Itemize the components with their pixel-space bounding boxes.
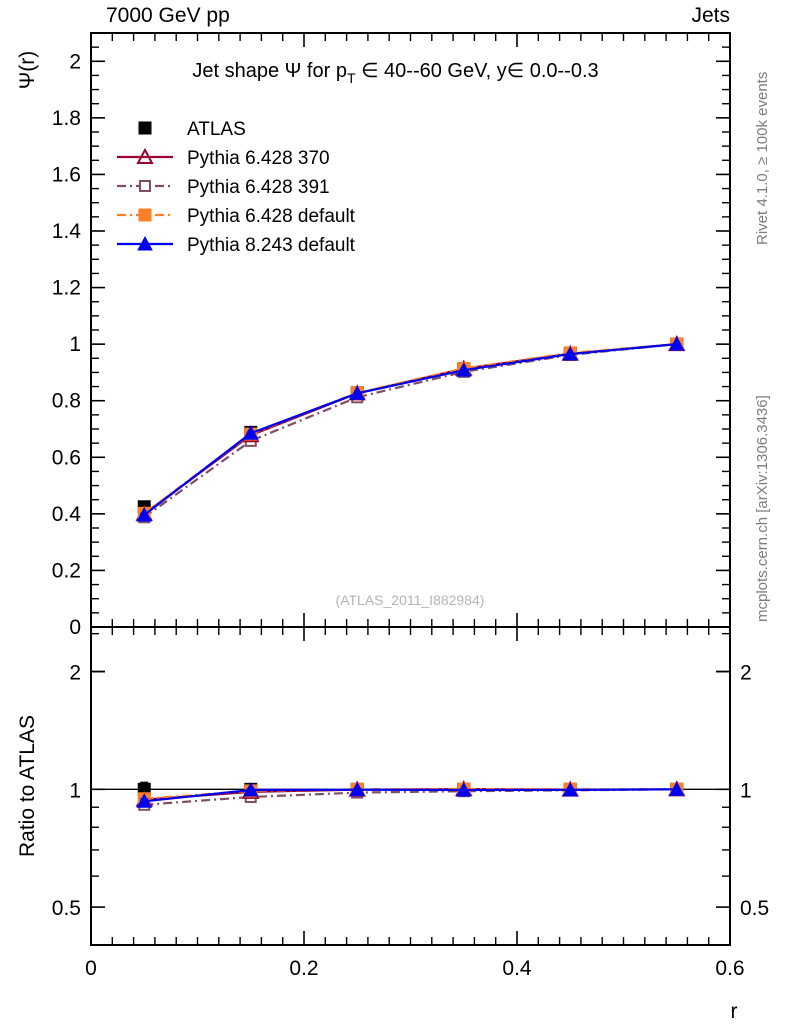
legend-label: ATLAS xyxy=(187,119,246,140)
data-point xyxy=(455,781,472,797)
ratio-panel-frame xyxy=(90,626,731,946)
legend-label: Pythia 6.428 391 xyxy=(187,177,330,198)
series-line xyxy=(144,788,677,803)
side-label-rivet: Rivet 4.1.0, ≥ 100k events xyxy=(754,72,771,245)
legend-item-0[interactable]: ATLAS xyxy=(138,119,246,140)
series-line xyxy=(143,343,677,516)
y-tick-label-main: 2 xyxy=(69,50,81,73)
data-point xyxy=(562,781,579,797)
y-tick-label-main: 0.2 xyxy=(52,559,81,582)
header-right: Jets xyxy=(691,4,730,27)
y-tick-label-main: 0.6 xyxy=(52,446,81,469)
legend-marker xyxy=(136,147,154,164)
y-tick-label-main: 1.2 xyxy=(52,277,81,300)
series-main-pythia-6-428-370 xyxy=(135,335,686,521)
x-tick-label: 0.2 xyxy=(289,957,318,980)
data-point xyxy=(349,385,366,400)
data-point xyxy=(136,793,153,808)
legend-marker xyxy=(139,180,151,192)
legend-marker xyxy=(137,235,153,251)
data-point xyxy=(136,506,153,522)
y-tick-label-main: 0 xyxy=(69,616,81,639)
y-tick-label-ratio-right: 1 xyxy=(740,779,752,802)
data-point xyxy=(242,781,259,797)
data-point xyxy=(562,345,579,361)
data-point xyxy=(349,781,366,797)
legend-marker xyxy=(138,208,152,222)
legend-label: Pythia 8.243 default xyxy=(187,235,356,256)
series-line xyxy=(143,343,677,515)
side-label-mcplots: mcplots.cern.ch [arXiv:1306.3436] xyxy=(754,395,771,622)
y-tick-label-main: 1.8 xyxy=(52,107,81,130)
series-line xyxy=(144,788,677,806)
y-tick-label-ratio-right: 0.5 xyxy=(740,897,769,920)
legend-marker xyxy=(138,121,152,135)
y-tick-label-ratio: 2 xyxy=(69,662,81,685)
y-tick-label-main: 1 xyxy=(69,333,81,356)
y-tick-label-ratio: 0.5 xyxy=(52,897,81,920)
y-tick-label-main: 0.4 xyxy=(52,503,82,526)
x-tick-label: 0.6 xyxy=(715,957,744,980)
x-axis-label: r xyxy=(731,1000,738,1023)
series-line xyxy=(143,343,677,519)
data-point xyxy=(668,781,685,796)
series-line xyxy=(143,343,677,515)
legend-label: Pythia 6.428 default xyxy=(187,206,356,227)
y-tick-label-ratio: 1 xyxy=(69,779,81,802)
series-main-pythia-8-243-default xyxy=(136,336,685,522)
y-tick-label-ratio-right: 2 xyxy=(740,662,752,685)
data-point xyxy=(668,336,685,351)
header-left: 7000 GeV pp xyxy=(106,4,230,27)
y-tick-label-main: 0.8 xyxy=(52,390,81,413)
series-main-atlas xyxy=(137,337,684,514)
legend-item-4[interactable]: Pythia 8.243 default xyxy=(117,235,356,256)
y-axis-label-main: Ψ(r) xyxy=(16,51,39,90)
legend-item-3[interactable]: Pythia 6.428 default xyxy=(117,206,356,227)
legend-label: Pythia 6.428 370 xyxy=(187,148,330,169)
x-tick-label: 0 xyxy=(85,957,97,980)
x-tick-label: 0.4 xyxy=(502,957,532,980)
legend-item-2[interactable]: Pythia 6.428 391 xyxy=(117,177,330,198)
y-tick-label-main: 1.4 xyxy=(52,220,82,243)
chart-title: Jet shape Ψ for pT ∈ 40--60 GeV, y∈ 0.0-… xyxy=(192,60,598,86)
y-axis-label-ratio: Ratio to ATLAS xyxy=(16,715,39,857)
series-ratio-pythia-8-243-default xyxy=(136,781,685,808)
y-tick-label-main: 1.6 xyxy=(52,163,81,186)
series-main-pythia-6-428-391 xyxy=(138,338,683,524)
data-point xyxy=(455,362,472,377)
data-point xyxy=(242,425,259,440)
series-main-pythia-6-428-default xyxy=(137,337,684,520)
legend-item-1[interactable]: Pythia 6.428 370 xyxy=(117,147,330,169)
watermark-label: (ATLAS_2011_I882984) xyxy=(336,592,485,608)
